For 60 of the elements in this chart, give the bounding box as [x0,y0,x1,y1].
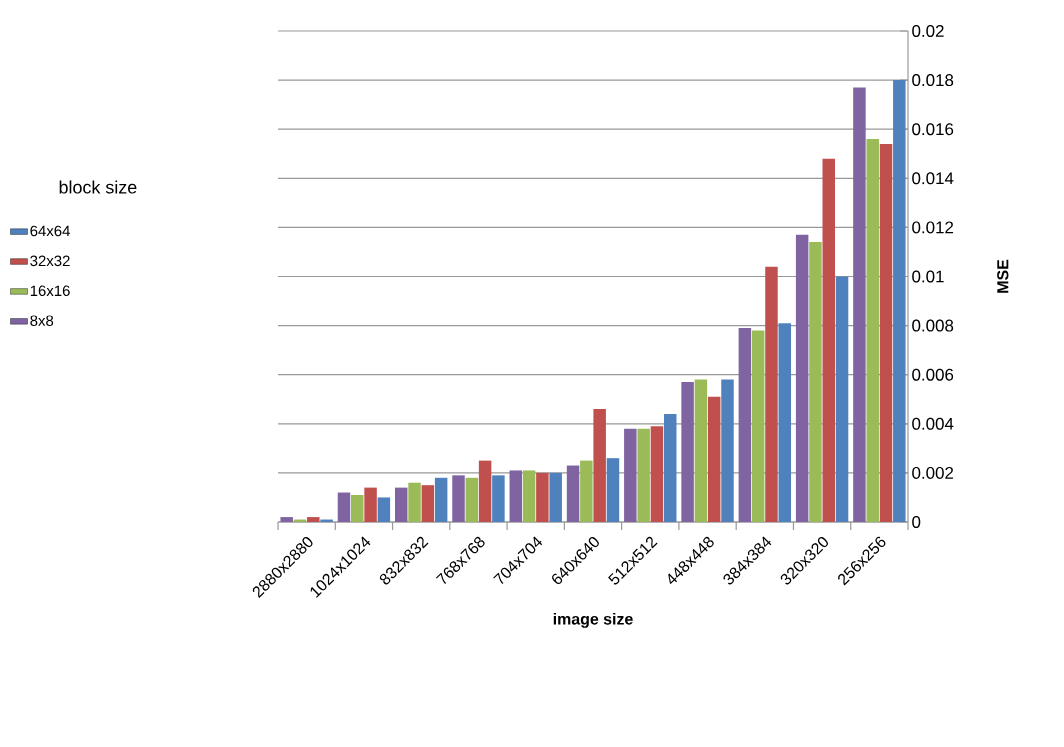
bar [751,330,765,522]
bar [606,458,620,522]
bar [280,517,293,522]
legend-label: 32x32 [30,255,70,267]
bar [421,485,435,522]
bar [835,276,849,522]
bar [364,487,377,522]
y-tick-label: 0.002 [912,466,954,479]
legend-label: 16x16 [30,285,70,297]
bar [778,323,792,522]
bar [822,158,835,522]
y-tick-label: 0.016 [912,123,954,136]
y-tick-label: 0.018 [912,74,954,87]
bar [408,482,421,522]
bar [478,460,492,522]
bar [707,396,721,522]
y-tick-label: 0.02 [912,24,944,37]
y-tick-label: 0.01 [912,270,944,283]
bar [853,87,866,522]
bar [593,409,606,522]
bar [522,470,536,522]
bar [509,470,523,522]
bar [465,477,479,522]
bar [536,472,549,522]
bar [893,80,906,522]
bar [663,413,677,522]
bar [492,475,505,522]
bar [721,379,734,522]
y-axis-title: MSE [997,259,1009,293]
bar [377,497,391,522]
bar [866,139,879,522]
bar [434,477,448,522]
y-tick-label: 0.014 [912,172,954,185]
y-tick-label: 0.012 [912,221,954,234]
bar [795,234,809,522]
bar [637,428,650,522]
bar [694,379,708,522]
y-tick-label: 0.008 [912,319,954,332]
bar [879,143,893,522]
bar [624,428,637,522]
bar [549,472,562,522]
y-tick-label: 0.004 [912,417,954,430]
legend-label: 8x8 [30,315,54,326]
bar [337,492,351,522]
bar [650,426,664,522]
bar [566,465,580,522]
x-axis-title: image size [553,612,633,628]
bar [394,487,408,522]
bar [307,517,320,522]
bar [681,382,694,522]
bar [809,242,822,522]
y-tick-label: 0.006 [912,368,954,381]
bar [738,328,752,522]
legend-label: 64x64 [30,225,70,237]
bar [351,494,364,522]
bar [452,475,465,522]
bar [580,460,593,522]
bar [765,266,778,522]
legend-title: block size [59,180,137,194]
y-tick-label: 0 [912,515,921,528]
